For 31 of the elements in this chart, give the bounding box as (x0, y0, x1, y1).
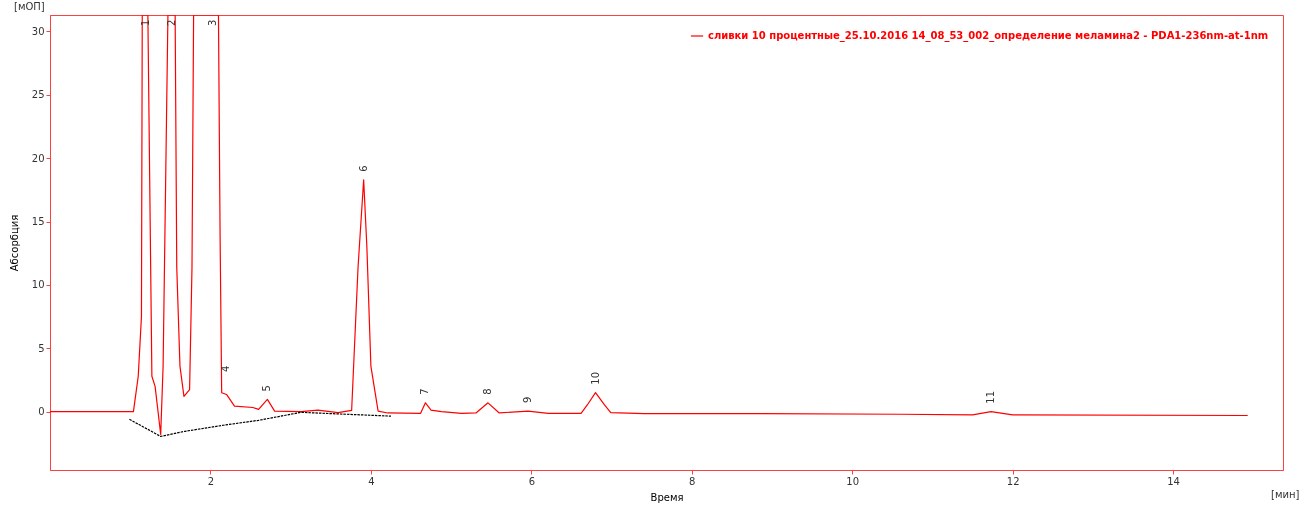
text: [мин] (1271, 489, 1299, 500)
annotation: 4 (220, 365, 232, 373)
y-axis-title: Абсорбция (8, 214, 20, 272)
y-tick-label: 25 (31, 89, 45, 101)
x-tick-label: 8 (689, 475, 696, 487)
y-tick-label: 20 (31, 152, 45, 164)
x-tick-label: 2 (207, 475, 215, 487)
y-tick-label: 5 (38, 342, 45, 354)
annotation: 1 (140, 19, 152, 27)
annotation: 9 (522, 396, 534, 404)
text: [мОП] (14, 1, 45, 12)
x-tick-label: 10 (846, 475, 860, 487)
annotation: 11 (984, 390, 996, 404)
legend-label: сливки 10 процентные_25.10.2016 14_08_53_002_определение меламина2 - PDA1-236nm-at-1nm (708, 30, 1269, 42)
x-tick-label: 4 (368, 475, 375, 487)
annotation: 7 (419, 388, 431, 395)
annotation: 2 (165, 19, 177, 27)
annotation: 5 (261, 385, 273, 392)
annotation: 10 (589, 371, 601, 385)
annotation: 8 (482, 388, 494, 395)
annotation: 3 (206, 19, 218, 27)
x-tick-label: 14 (1167, 475, 1180, 487)
y-tick-label: 10 (31, 279, 45, 291)
y-tick-label: 15 (31, 216, 45, 228)
y-tick-label: 30 (31, 25, 45, 37)
x-tick-label: 12 (1006, 475, 1020, 487)
x-tick-label: 6 (528, 475, 536, 487)
annotation: 6 (357, 165, 369, 172)
line-series (128, 411, 392, 438)
x-axis-title: Время (650, 491, 684, 503)
y-tick-label: 0 (38, 406, 45, 418)
